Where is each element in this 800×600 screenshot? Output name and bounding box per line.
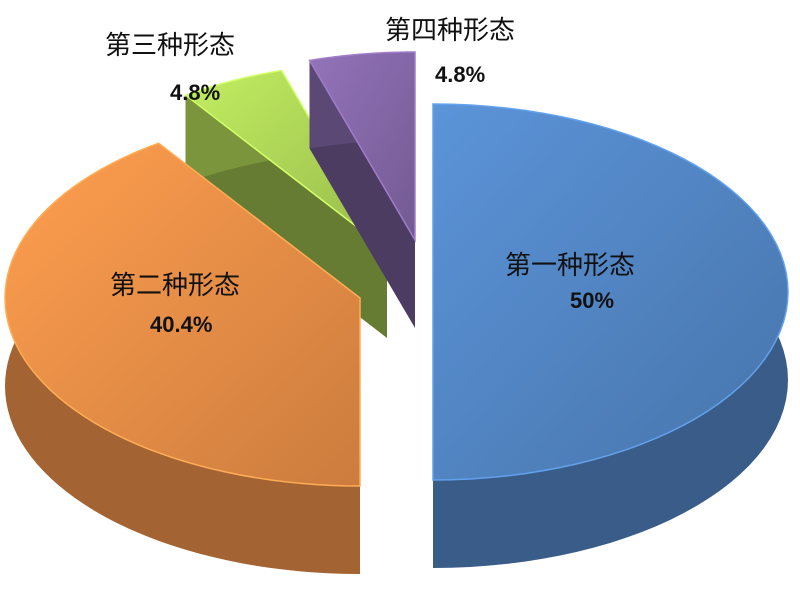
pie-slice-4 [308, 51, 416, 328]
pie-slice-2 [4, 142, 361, 574]
slice-top [4, 142, 361, 487]
slice-top [308, 51, 416, 243]
slice-label-2: 第二种形态 [110, 271, 241, 301]
pie-slice-3 [184, 69, 388, 338]
slice-value-1: 50% [570, 288, 615, 313]
slice-label-4: 第四种形态 [385, 16, 516, 46]
slice-top [184, 69, 388, 251]
slice-top [432, 103, 789, 481]
slice-value-4: 4.8% [435, 62, 486, 87]
slice-label-1: 第一种形态 [505, 251, 636, 281]
slice-value-2: 40.4% [150, 312, 213, 337]
pie-slice-1 [432, 103, 789, 568]
slice-label-3: 第三种形态 [105, 31, 236, 61]
slice-value-3: 4.8% [170, 80, 221, 105]
